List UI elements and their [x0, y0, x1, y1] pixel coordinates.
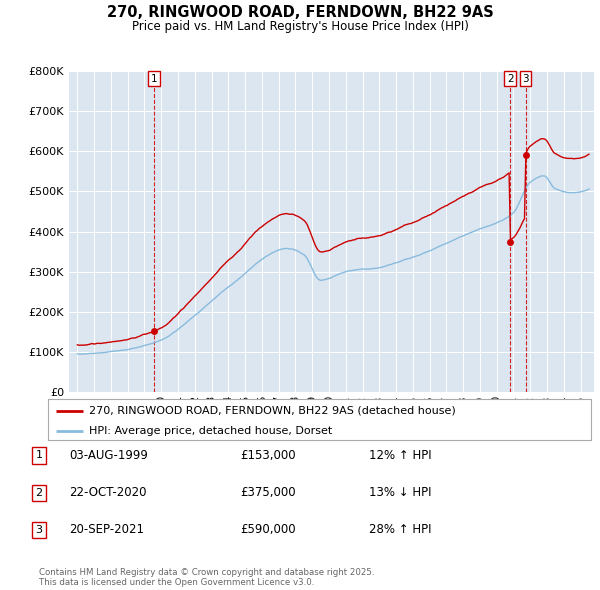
Text: 3: 3 — [522, 74, 529, 84]
Text: 1: 1 — [35, 451, 43, 460]
Text: £590,000: £590,000 — [240, 523, 296, 536]
Text: 13% ↓ HPI: 13% ↓ HPI — [369, 486, 431, 499]
Text: 28% ↑ HPI: 28% ↑ HPI — [369, 523, 431, 536]
Text: 12% ↑ HPI: 12% ↑ HPI — [369, 449, 431, 462]
Text: 2: 2 — [35, 488, 43, 497]
Text: Contains HM Land Registry data © Crown copyright and database right 2025.
This d: Contains HM Land Registry data © Crown c… — [39, 568, 374, 587]
Text: Price paid vs. HM Land Registry's House Price Index (HPI): Price paid vs. HM Land Registry's House … — [131, 20, 469, 33]
Text: £375,000: £375,000 — [240, 486, 296, 499]
Text: 270, RINGWOOD ROAD, FERNDOWN, BH22 9AS: 270, RINGWOOD ROAD, FERNDOWN, BH22 9AS — [107, 5, 493, 19]
Text: 22-OCT-2020: 22-OCT-2020 — [69, 486, 146, 499]
Text: 270, RINGWOOD ROAD, FERNDOWN, BH22 9AS (detached house): 270, RINGWOOD ROAD, FERNDOWN, BH22 9AS (… — [89, 406, 455, 416]
Text: 2: 2 — [507, 74, 514, 84]
Text: HPI: Average price, detached house, Dorset: HPI: Average price, detached house, Dors… — [89, 426, 332, 436]
Text: £153,000: £153,000 — [240, 449, 296, 462]
Text: 1: 1 — [151, 74, 158, 84]
Text: 3: 3 — [35, 525, 43, 535]
Text: 20-SEP-2021: 20-SEP-2021 — [69, 523, 144, 536]
Text: 03-AUG-1999: 03-AUG-1999 — [69, 449, 148, 462]
